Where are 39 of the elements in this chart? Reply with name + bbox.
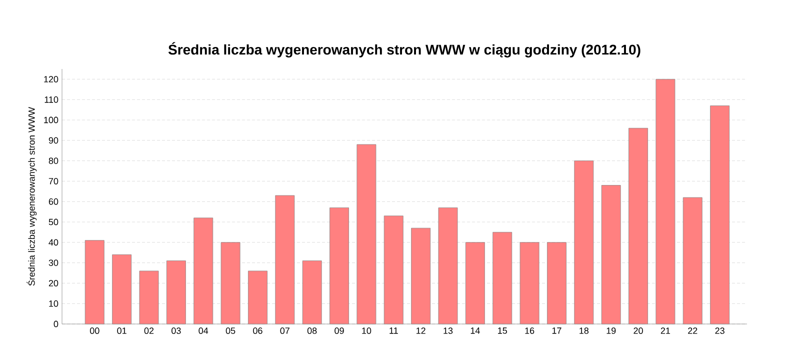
x-tick-label: 19	[606, 328, 616, 334]
y-tick-label: 0	[54, 320, 58, 328]
y-tick-label: 20	[48, 280, 58, 286]
x-tick-label: 22	[688, 328, 698, 334]
x-tick-label: 07	[280, 328, 290, 334]
x-tick-label: 01	[117, 328, 126, 334]
x-tick-label: 08	[307, 328, 317, 334]
y-tick-label: 110	[44, 96, 58, 103]
x-tick-label: 16	[525, 328, 534, 334]
x-tick-label: 02	[144, 328, 154, 334]
x-tick-label: 21	[660, 328, 670, 334]
x-tick-label: 04	[198, 328, 208, 334]
x-tick-label: 17	[552, 328, 562, 334]
x-tick-label: 09	[334, 328, 344, 334]
x-tick-label: 20	[634, 328, 643, 334]
y-axis-title: Średnia liczba wygenerowanych stron WWW	[26, 107, 37, 286]
y-tick-label: 120	[44, 76, 58, 82]
y-tick-label: 50	[48, 218, 58, 226]
x-tick-label: 12	[416, 328, 426, 334]
x-tick-label: 14	[470, 328, 480, 334]
y-tick-label: 30	[48, 260, 58, 266]
x-tick-label: 23	[715, 328, 724, 334]
y-tick-label: 100	[44, 116, 58, 124]
y-tick-label: 90	[48, 137, 58, 144]
x-tick-label: 03	[172, 328, 181, 334]
y-tick-label: 40	[48, 239, 58, 246]
x-tick-label: 15	[498, 328, 507, 334]
x-tick-label: 11	[390, 328, 398, 334]
y-tick-label: 80	[48, 158, 58, 164]
x-tick-label: 00	[90, 328, 100, 334]
y-tick-label: 70	[48, 178, 58, 184]
y-tick-label: 10	[49, 300, 58, 307]
x-tick-label: 10	[362, 328, 372, 334]
x-tick-label: 05	[226, 328, 236, 334]
x-tick-label: 13	[444, 328, 453, 334]
x-tick-label: 18	[580, 328, 589, 334]
chart-title: Średnia liczba wygenerowanych stron WWW w ciągu godziny (2012.10)	[168, 42, 640, 58]
x-tick-label: 06	[253, 328, 262, 334]
y-tick-label: 60	[48, 198, 58, 205]
